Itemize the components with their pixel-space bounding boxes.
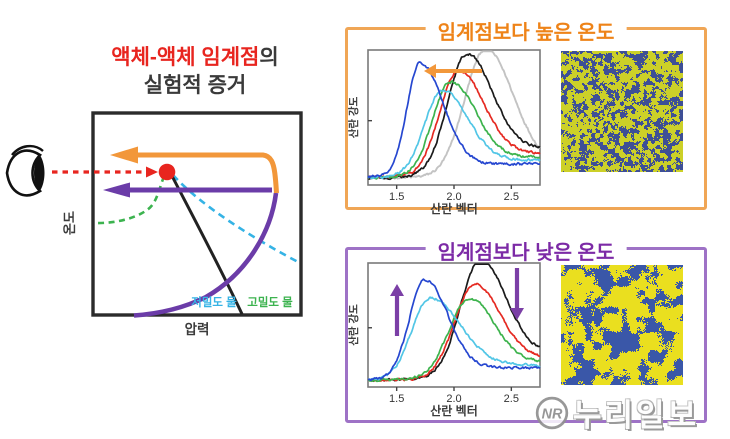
low-density-water-curve: [172, 174, 301, 265]
arrow-down-icon: [510, 308, 524, 320]
title-suffix: 의: [259, 46, 279, 69]
simulation-snapshot-high-temp: [561, 51, 683, 172]
diagram-x-axis-label: 압력: [185, 322, 210, 337]
x-tick-label: 2.5: [504, 191, 519, 203]
panel-title-high-temp: 임계점보다 높은 온도: [425, 16, 627, 45]
sight-arrowhead-icon: [146, 166, 158, 178]
series-curve-green: [367, 297, 541, 383]
x-tick-label: 2.5: [504, 393, 519, 405]
series-curve-blue: [367, 61, 541, 179]
low-density-water-label: 저밀도 물: [191, 295, 237, 309]
panel-below-critical-temp: 임계점보다 낮은 온도 1.5 2.0 2.5 산란 벡터 산란 강도: [345, 236, 707, 423]
title-line-1: 액체-액체 임계점의: [52, 44, 338, 72]
series-curve-red: [367, 282, 540, 383]
high-density-water-label: 고밀도 물: [247, 296, 293, 309]
coexistence-curve: [169, 173, 244, 315]
phase-diagram: 온도 압력 저밀도 물 고밀도 물: [5, 111, 303, 337]
scattering-plot-high-temp: 1.5 2.0 2.5 산란 벡터 산란 강도: [347, 49, 541, 216]
panel-above-critical-temp: 임계점보다 높은 온도 1.5 2.0 2.5 산란 벡터 산란 강도: [345, 16, 707, 216]
diagram-frame: [91, 111, 303, 317]
series-curve-cyan: [367, 89, 541, 180]
eye-icon: [5, 144, 45, 197]
page-title: 액체-액체 임계점의 실험적 증거: [52, 44, 338, 101]
arrow-left-icon: [424, 64, 436, 78]
nr-logo-icon: NR: [535, 396, 569, 429]
purple-boundary-curve: [133, 192, 279, 318]
plot-x-axis-label: 산란 벡터: [430, 201, 478, 216]
purple-left-arrow-icon: [103, 182, 130, 198]
watermark: NR 누리일보: [534, 390, 699, 435]
nr-logo-text: NR: [542, 406, 563, 422]
critical-point-dot: [158, 163, 176, 181]
x-tick-label: 1.5: [389, 393, 404, 405]
x-tick-label: 2.0: [446, 191, 461, 203]
title-emphasis: 액체-액체 임계점: [111, 46, 260, 69]
high-temp-path-line: [134, 152, 279, 194]
plot-y-axis-label: 산란 강도: [347, 96, 360, 138]
series-curve-cyan: [367, 296, 541, 381]
plot-y-axis-label: 산란 강도: [347, 304, 360, 346]
series-curve-blue: [367, 278, 541, 382]
plot-x-axis-label: 산란 벡터: [430, 403, 478, 418]
scattering-plot-low-temp: 1.5 2.0 2.5 산란 벡터 산란 강도: [347, 262, 541, 418]
series-curve-red: [367, 69, 541, 179]
title-line-2: 실험적 증거: [143, 74, 247, 98]
series-curve-green: [367, 80, 541, 180]
orange-left-arrow-icon: [110, 146, 138, 164]
watermark-text: 누리일보: [573, 398, 700, 433]
panel-title-low-temp: 임계점보다 낮은 온도: [425, 236, 627, 265]
x-tick-label: 2.0: [446, 393, 461, 405]
simulation-snapshot-low-temp: [561, 265, 683, 385]
x-tick-label: 1.5: [389, 191, 404, 203]
diagram-y-axis-label: 온도: [62, 211, 77, 235]
arrow-up-icon: [390, 284, 404, 296]
